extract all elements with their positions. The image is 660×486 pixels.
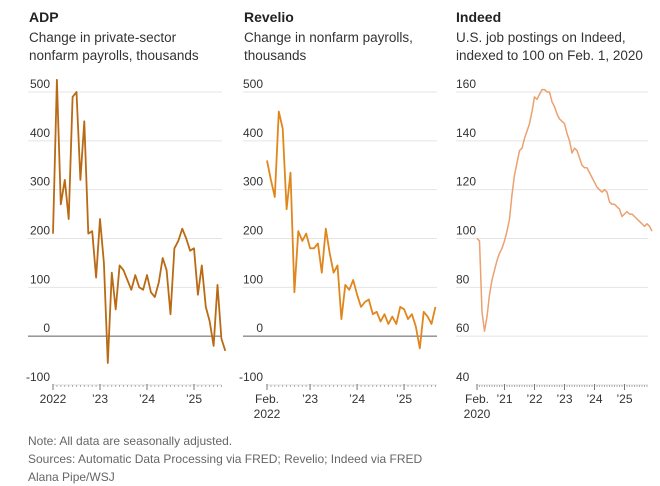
- indeed-ytick-label: 60: [456, 321, 470, 335]
- adp-subtitle-line: nonfarm payrolls, thousands: [29, 48, 199, 63]
- footer-credit: Alana Pipe/WSJ: [28, 470, 115, 484]
- adp-xtick-label: ’25: [186, 392, 202, 406]
- adp-ytick-label: 0: [43, 321, 50, 335]
- revelio-series-line: [266, 110, 437, 350]
- indeed-ytick-label: 40: [456, 370, 470, 384]
- indeed-xtick-label: ’22: [526, 392, 542, 406]
- footer-sources: Sources: Automatic Data Processing via F…: [28, 452, 423, 466]
- indeed-xtick-label: ’25: [616, 392, 632, 406]
- revelio-xtick-label: 2022: [254, 407, 281, 421]
- adp-ytick-label: -100: [26, 370, 50, 384]
- indeed-subtitle: U.S. job postings on Indeed, indexed to …: [456, 29, 643, 65]
- revelio-ytick-label: -100: [239, 370, 263, 384]
- adp-ytick-label: 400: [30, 126, 50, 140]
- indeed-xtick-label: ’21: [496, 392, 512, 406]
- revelio-xtick-label: ’23: [302, 392, 318, 406]
- adp-ytick-label: 300: [30, 175, 50, 189]
- indeed-xtick-label: Feb.: [465, 392, 489, 406]
- indeed-ytick-label: 140: [456, 126, 476, 140]
- indeed-ytick-label: 160: [456, 77, 476, 91]
- revelio-xtick-label: ’25: [396, 392, 412, 406]
- adp-xtick-label: ’24: [139, 392, 155, 406]
- revelio-ytick-label: 400: [243, 126, 263, 140]
- revelio-title: Revelio: [244, 9, 294, 25]
- revelio-xtick-label: ’24: [349, 392, 365, 406]
- adp-ytick-label: 200: [30, 224, 50, 238]
- adp-ytick-label: 500: [30, 77, 50, 91]
- indeed-subtitle-line: U.S. job postings on Indeed,: [456, 30, 626, 45]
- indeed-xtick-label: ’24: [586, 392, 602, 406]
- revelio-subtitle-line: thousands: [244, 48, 307, 63]
- adp-subtitle-line: Change in private-sector: [29, 30, 177, 45]
- revelio-xtick-label: Feb.: [255, 392, 279, 406]
- indeed-xtick-label: ’23: [556, 392, 572, 406]
- adp-ytick-label: 100: [30, 272, 50, 286]
- adp-xtick-label: 2022: [40, 392, 67, 406]
- adp-subtitle: Change in private-sector nonfarm payroll…: [29, 29, 199, 65]
- revelio-ytick-label: 500: [243, 77, 263, 91]
- revelio-ytick-label: 0: [256, 321, 263, 335]
- adp-series-line: [52, 78, 227, 364]
- revelio-subtitle-line: Change in nonfarm payrolls,: [244, 30, 413, 45]
- indeed-xtick-label: 2020: [464, 407, 491, 421]
- indeed-ytick-label: 100: [456, 224, 476, 238]
- indeed-title: Indeed: [456, 9, 502, 25]
- revelio-subtitle: Change in nonfarm payrolls, thousands: [244, 29, 413, 65]
- revelio-ytick-label: 200: [243, 224, 263, 238]
- indeed-ytick-label: 80: [456, 272, 470, 286]
- footer-note: Note: All data are seasonally adjusted.: [28, 434, 233, 448]
- indeed-subtitle-line: indexed to 100 on Feb. 1, 2020: [456, 48, 643, 63]
- indeed-series-line: [476, 88, 653, 333]
- revelio-ytick-label: 100: [243, 272, 263, 286]
- adp-title: ADP: [29, 9, 59, 25]
- adp-xtick-label: ’23: [92, 392, 108, 406]
- charts-canvas: -100 0 100 200 300 400 500 2022 ’23 ’24 ’25 -100 0 10…: [26, 77, 653, 421]
- indeed-ytick-label: 120: [456, 175, 476, 189]
- revelio-ytick-label: 300: [243, 175, 263, 189]
